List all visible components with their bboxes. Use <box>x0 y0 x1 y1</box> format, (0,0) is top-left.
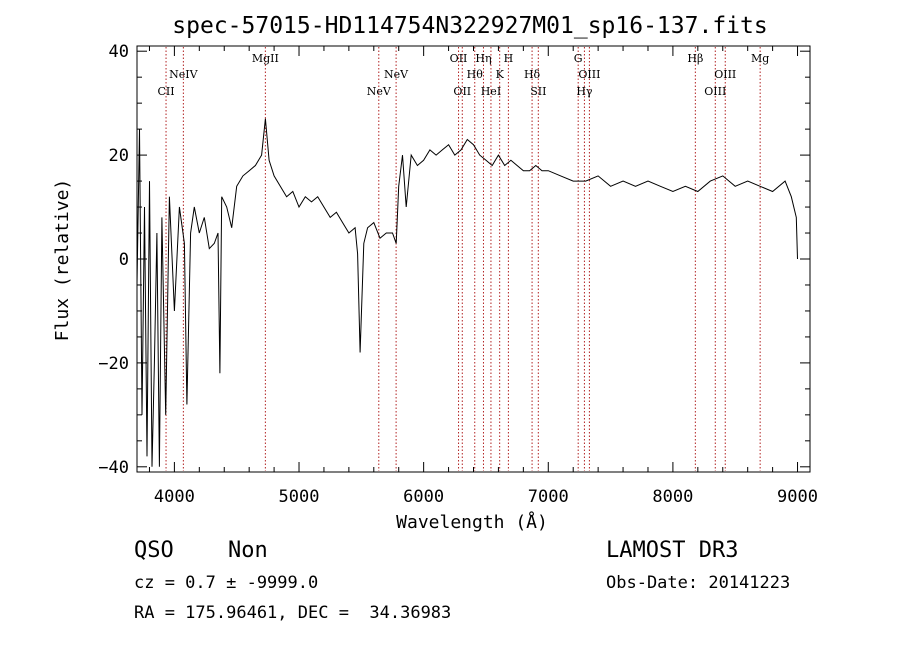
line-label-17: Hβ <box>687 52 703 65</box>
emission-line-markers <box>165 47 761 471</box>
y-tick-label-0: −40 <box>98 458 129 478</box>
line-label-18: OIII <box>704 85 726 98</box>
x-tick-label-2: 6000 <box>403 487 444 507</box>
x-tick-label-5: 9000 <box>777 487 818 507</box>
redshift-cz: cz = 0.7 ± -9999.0 <box>134 573 319 593</box>
y-axis-label: Flux (relative) <box>52 179 73 342</box>
emission-line-labels: CII NeIV MgII NeV NeV OII OII Hθ Hη HeI KH Hδ SII G Hγ… <box>157 52 769 98</box>
line-label-19: OIII <box>714 68 736 81</box>
y-tick-label-4: 40 <box>109 42 129 62</box>
line-label-12: Hδ <box>524 68 541 81</box>
object-subclass: Non <box>228 538 268 563</box>
y-tick-label-3: 20 <box>109 146 129 166</box>
x-tick-label-1: 5000 <box>279 487 320 507</box>
line-label-1: NeIV <box>169 68 198 81</box>
line-label-14: G <box>574 52 583 65</box>
line-label-10: K <box>496 68 505 81</box>
line-label-0: CII <box>157 85 174 98</box>
line-label-7: Hθ <box>467 68 484 81</box>
y-tick-label-2: 0 <box>119 250 129 270</box>
x-axis-label: Wavelength (Å) <box>396 511 548 533</box>
line-label-4: NeV <box>384 68 409 81</box>
line-label-8: Hη <box>475 52 491 65</box>
ra-dec-coordinates: RA = 175.96461, DEC = 34.36983 <box>134 603 452 623</box>
line-label-15: Hγ <box>576 85 593 98</box>
x-tick-label-4: 8000 <box>652 487 693 507</box>
spectrum-line <box>136 118 798 467</box>
line-label-9: HeI <box>481 85 501 98</box>
y-axis-ticks: −40 −20 0 20 40 <box>98 42 810 478</box>
line-label-6: OII <box>453 85 471 98</box>
x-tick-label-3: 7000 <box>528 487 569 507</box>
y-tick-label-1: −20 <box>98 354 129 374</box>
line-label-16: OIII <box>578 68 600 81</box>
line-label-2: MgII <box>252 52 279 65</box>
plot-frame <box>136 45 811 473</box>
object-class: QSO <box>134 538 174 563</box>
x-axis-ticks: 4000 5000 6000 7000 8000 9000 <box>148 46 818 507</box>
line-label-11: H <box>504 52 514 65</box>
observation-date: Obs-Date: 20141223 <box>606 573 791 593</box>
line-label-20: Mg <box>751 52 769 65</box>
survey-name: LAMOST DR3 <box>606 538 739 563</box>
line-label-5: OII <box>450 52 468 65</box>
line-label-13: SII <box>530 85 546 98</box>
x-tick-label-0: 4000 <box>154 487 195 507</box>
chart-title: spec-57015-HD114754N322927M01_sp16-137.f… <box>172 13 767 39</box>
line-label-3: NeV <box>367 85 392 98</box>
